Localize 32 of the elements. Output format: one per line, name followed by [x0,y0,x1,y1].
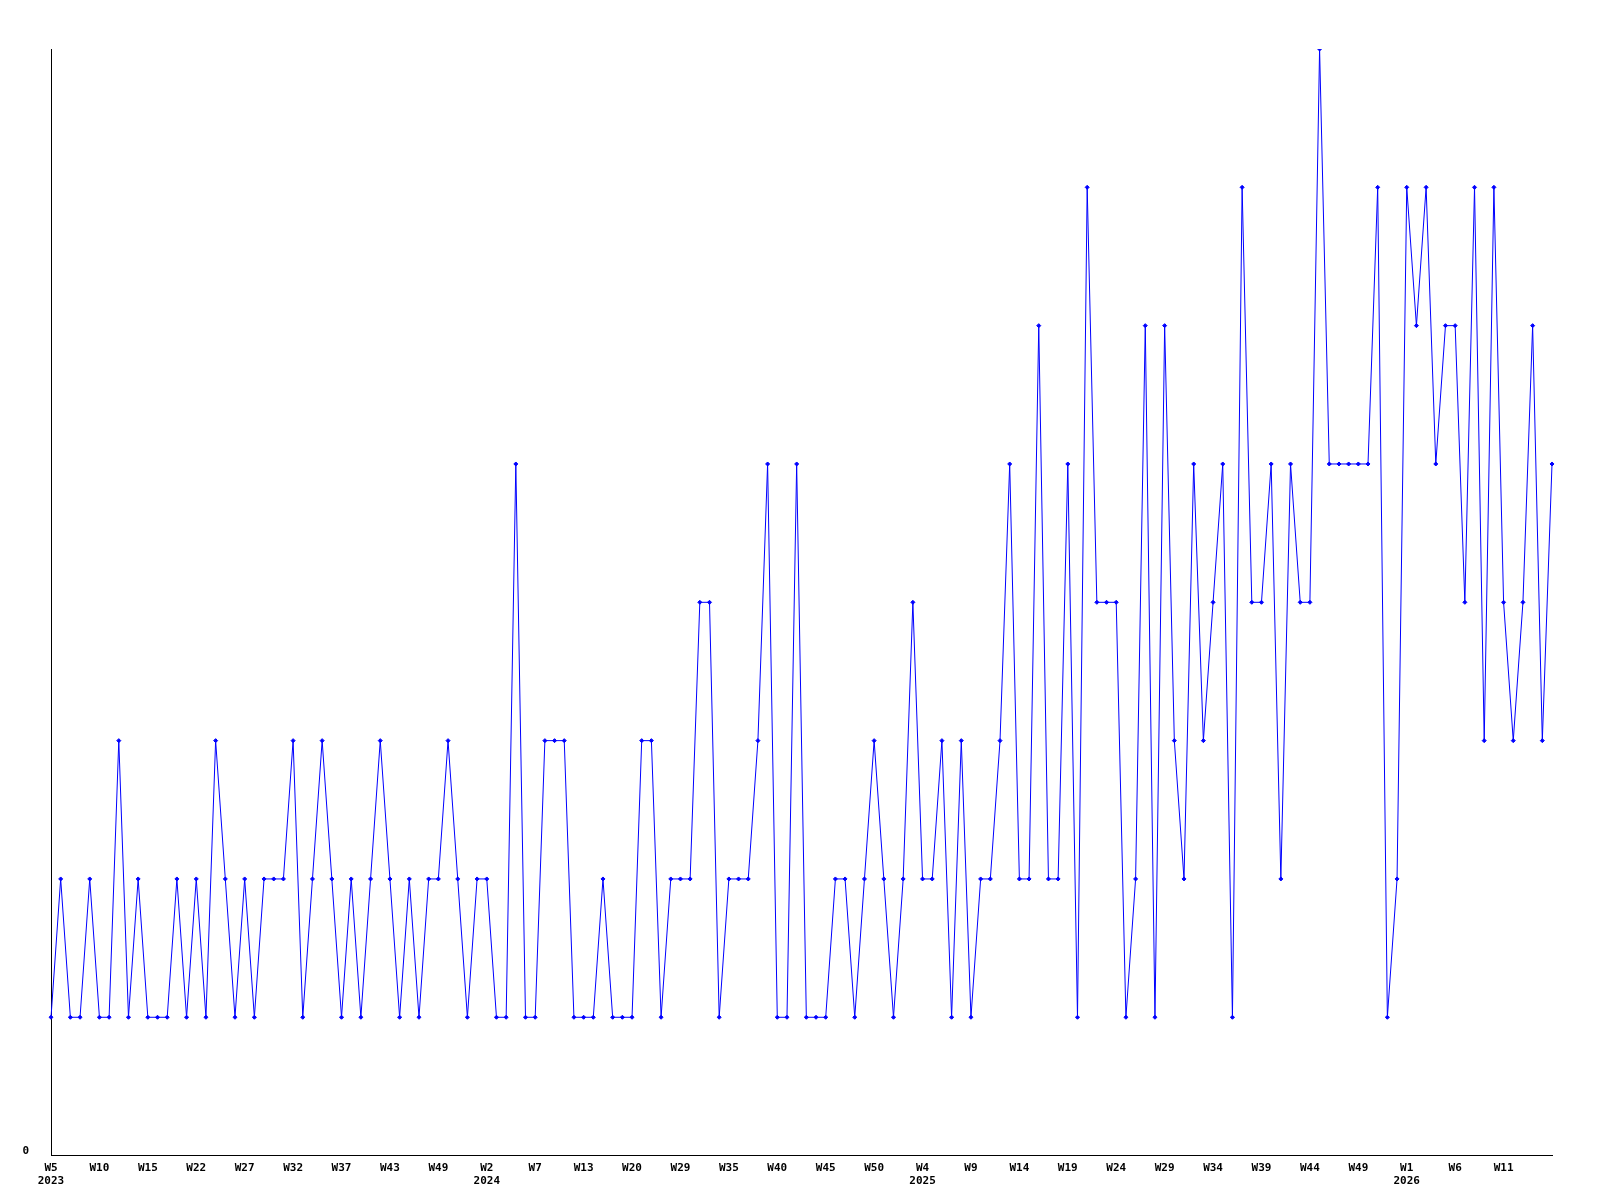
x-tick-label: W9 [964,1161,978,1175]
x-tick-label: W13 [573,1161,594,1175]
x-tick-label: W22 [186,1161,207,1175]
x-tick-label: W4 2025 [909,1161,936,1188]
x-tick-label: W5 2023 [37,1161,65,1188]
x-tick-label: W6 [1448,1161,1463,1175]
x-tick-label: W45 [815,1161,836,1175]
x-tick-label: W49 [428,1161,449,1175]
x-tick-label: W37 [331,1161,352,1175]
x-tick-label: W2 2024 [473,1161,501,1188]
x-tick-label: W1 2026 [1393,1161,1421,1188]
x-tick-label: W29 [1154,1161,1175,1175]
x-tick-label: W29 [670,1161,691,1175]
x-tick-label: W11 [1493,1161,1514,1175]
x-tick-label: W24 [1106,1161,1127,1175]
x-tick-label: W34 [1203,1161,1224,1175]
x-tick-label: W43 [380,1161,400,1175]
x-tick-label: W49 [1348,1161,1369,1175]
x-tick-label: W7 [528,1161,542,1175]
x-tick-label: W15 [137,1161,158,1175]
x-tick-label: W39 [1251,1161,1272,1175]
x-tick-label: W32 [283,1161,304,1175]
x-tick-label: W27 [234,1161,255,1175]
x-tick-label: W20 [622,1161,642,1175]
text: 0 [22,1144,29,1158]
x-tick-label: W50 [864,1161,885,1175]
x-tick-label: W19 [1057,1161,1078,1175]
x-tick-label: W40 [767,1161,788,1175]
x-tick-label: W44 [1299,1161,1321,1175]
x-tick-label: W14 [1009,1161,1030,1175]
x-tick-label: W10 [89,1161,110,1175]
x-tick-label: W35 [718,1161,739,1175]
